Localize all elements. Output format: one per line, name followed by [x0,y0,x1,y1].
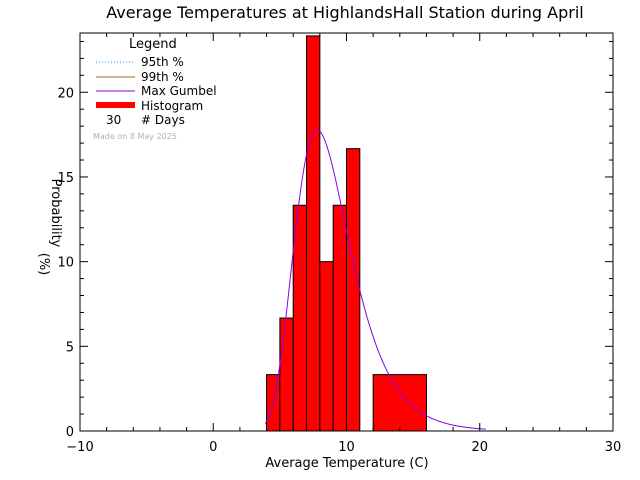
legend-label-histogram: Histogram [141,99,203,113]
legend-title: Legend [129,37,177,52]
histogram-bar [346,148,361,432]
legend-days-count: 30 [106,113,121,127]
y-axis-unit: (%) [36,253,51,276]
legend-label-gumbel: Max Gumbel [141,84,217,98]
histogram-bar [306,35,321,432]
y-tick-label: 10 [57,256,74,271]
histogram-bar [279,317,294,432]
legend-label-99th: 99th % [141,70,184,84]
legend-label-95th: 95th % [141,55,184,69]
y-tick-label: 0 [66,425,74,440]
y-tick-label: 20 [57,86,74,101]
gumbel-curve [264,129,486,430]
x-tick-label: 30 [605,440,622,455]
y-axis-ticks: 0 5 10 15 20 [57,40,613,440]
legend-days-label: # Days [141,113,185,127]
y-axis-label: Probability [48,179,63,248]
histogram-bar [292,204,308,432]
x-axis-ticks: −10 0 10 20 30 [66,33,621,455]
histogram-bar [319,261,334,432]
x-tick-label: 0 [209,440,217,455]
x-tick-label: −10 [66,440,93,455]
x-axis-label: Average Temperature (C) [265,456,428,471]
histogram-bar [332,204,347,432]
legend: Legend 95th % 99th % Max Gumbel Histogra… [93,37,217,141]
x-tick-label: 10 [338,440,355,455]
made-on-note: Made on 8 May 2025 [93,132,177,141]
histogram-bar [372,374,427,432]
y-tick-label: 5 [66,340,74,355]
x-tick-label: 20 [471,440,488,455]
y-tick-label: 15 [57,171,74,186]
chart-title: Average Temperatures at HighlandsHall St… [106,3,583,22]
histogram [266,35,427,432]
